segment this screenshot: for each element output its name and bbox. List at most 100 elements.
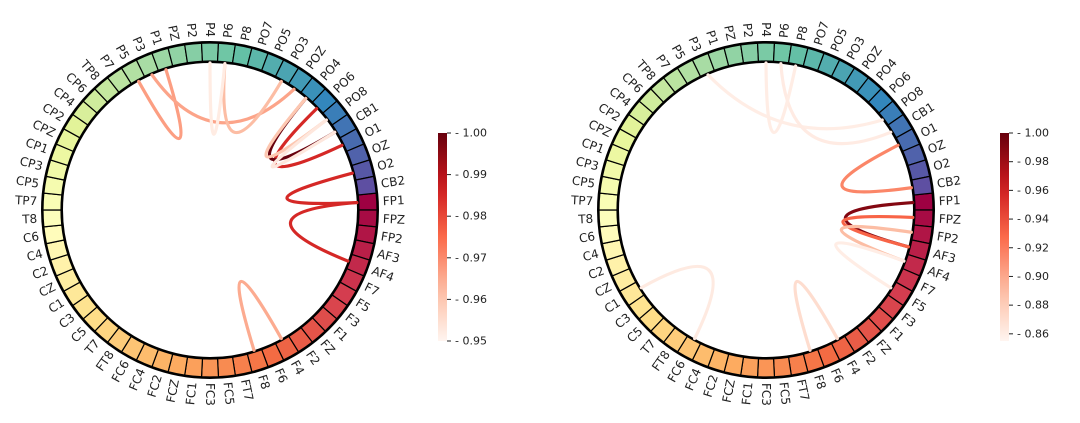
node-label-f7: F7	[918, 280, 937, 299]
node-segment-p1	[151, 47, 174, 72]
colorbar-tick-label: - 0.98	[455, 210, 487, 223]
node-segment-cz	[611, 267, 637, 292]
node-label-fz: FZ	[873, 337, 893, 358]
node-segment-t7	[94, 317, 120, 343]
node-segment-f3	[322, 294, 348, 320]
node-segment-po8	[878, 100, 904, 126]
node-segment-cp5	[43, 175, 65, 196]
node-segment-p4	[200, 42, 220, 62]
node-segment-cp2	[63, 113, 89, 139]
node-label-p5: P5	[669, 42, 688, 62]
node-segment-fc5	[772, 356, 792, 378]
node-label-fc3: FC3	[759, 383, 773, 406]
colorbar-tick-label: - 0.94	[1017, 213, 1049, 226]
node-segment-p3	[135, 52, 160, 78]
connection-fpz-af3	[841, 214, 915, 249]
node-label-c1: C1	[46, 296, 67, 316]
node-segment-c2	[49, 253, 74, 277]
node-segment-fc6	[120, 335, 146, 361]
colorbar	[1000, 133, 1009, 341]
node-segment-c4	[601, 239, 625, 261]
node-label-fc1: FC1	[739, 381, 755, 405]
node-segment-t8	[42, 209, 63, 228]
connection-fp1-af4	[288, 200, 359, 263]
node-label-o1: O1	[918, 120, 940, 140]
node-segment-fp1	[913, 192, 934, 211]
node-label-f2: F2	[303, 348, 323, 368]
node-label-cp5: CP5	[571, 173, 596, 190]
node-segment-ft8	[106, 326, 133, 353]
node-label-fcz: FCZ	[164, 378, 182, 404]
colorbar-tick-label: - 0.88	[1017, 299, 1049, 312]
connection-cb1-po8	[270, 118, 337, 169]
node-segment-po3	[830, 59, 856, 85]
node-label-fpz: FPZ	[382, 212, 405, 227]
node-label-af4: AF4	[370, 264, 396, 285]
node-label-f7: F7	[362, 280, 381, 299]
node-segment-cp3	[601, 159, 625, 181]
node-label-oz: OZ	[370, 137, 391, 156]
node-label-af3: AF3	[376, 247, 402, 266]
node-label-f6: F6	[828, 366, 847, 385]
connection-o1-po6	[273, 107, 344, 169]
node-label-t7: T7	[82, 337, 103, 358]
chord-chart-left: FP1FPZFP2AF3AF4F7F5F3F1FZF2F4F6F8FT7FC5F…	[14, 20, 487, 406]
node-label-po7: PO7	[811, 20, 832, 47]
node-label-cz: CZ	[593, 280, 614, 300]
node-segment-pz	[723, 44, 745, 67]
colorbar-tick-label: - 1.00	[1017, 127, 1049, 140]
node-label-pz: PZ	[721, 24, 738, 42]
node-label-c2: C2	[586, 264, 606, 283]
node-label-p1: P1	[703, 29, 721, 47]
node-segment-af3	[351, 239, 375, 261]
node-segment-f8	[246, 348, 269, 373]
node-segment-af3	[907, 239, 931, 261]
node-label-cp3: CP3	[574, 154, 600, 173]
node-label-cz: CZ	[37, 280, 58, 300]
node-segment-tp8	[650, 77, 676, 103]
node-segment-c2	[605, 253, 630, 277]
node-label-f3: F3	[899, 310, 919, 330]
node-segment-ft7	[787, 353, 809, 376]
colorbar-tick-label: - 0.95	[455, 335, 487, 348]
node-label-p5: P5	[113, 42, 132, 62]
node-label-o2: O2	[932, 156, 952, 174]
node-label-f3: F3	[343, 310, 363, 330]
colorbar	[438, 133, 447, 341]
node-label-p8: P8	[794, 25, 811, 42]
node-label-c6: C6	[578, 229, 596, 245]
connection-p5-p1	[137, 68, 183, 141]
node-segment-tp8	[94, 77, 120, 103]
node-label-f1: F1	[887, 324, 907, 344]
node-segment-f3	[878, 294, 904, 320]
node-segment-fz	[300, 317, 326, 343]
node-segment-t7	[650, 317, 676, 343]
node-segment-p2	[740, 42, 760, 64]
node-segment-fz	[856, 317, 882, 343]
node-segment-ft7	[231, 353, 253, 376]
node-segment-po4	[856, 77, 882, 103]
node-segment-t8	[598, 209, 619, 228]
node-segment-tp7	[598, 192, 619, 211]
ring-outer-frame	[597, 41, 935, 379]
node-label-c1: C1	[602, 296, 623, 316]
ring-outer-frame	[41, 41, 379, 379]
node-label-p3: P3	[685, 35, 704, 54]
node-label-fc5: FC5	[221, 381, 237, 405]
node-label-p7: P7	[97, 52, 117, 72]
node-label-p2: P2	[740, 22, 755, 38]
node-segment-f1	[867, 306, 894, 332]
node-label-tp7: TP7	[570, 193, 594, 208]
node-label-f8: F8	[811, 373, 829, 391]
connection-af4-f5	[834, 241, 906, 290]
node-label-o2: O2	[376, 156, 396, 174]
node-label-tp7: TP7	[14, 193, 38, 208]
node-label-f5: F5	[909, 296, 929, 316]
node-segment-f1	[311, 306, 338, 332]
node-segment-fp2	[355, 224, 377, 245]
node-segment-fp1	[357, 192, 378, 211]
node-label-p6: P6	[221, 22, 236, 38]
node-segment-c6	[43, 224, 65, 245]
connection-p4-p6	[208, 61, 227, 136]
node-label-c4: C4	[25, 247, 44, 265]
